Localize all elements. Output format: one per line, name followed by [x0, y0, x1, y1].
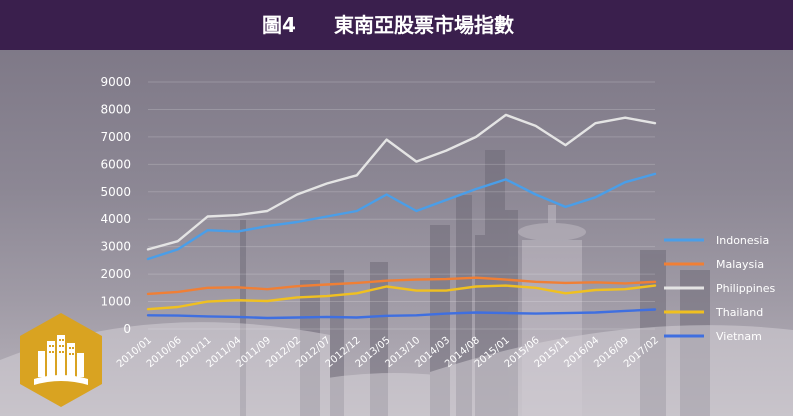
x-axis: 2010/012010/062010/112011/042011/092012/… — [115, 335, 661, 370]
legend-label-thailand: Thailand — [715, 306, 763, 319]
legend: Indonesia Malaysia Philippines Thailand Viet… — [664, 234, 776, 343]
y-tick-label: 3000 — [100, 240, 131, 254]
chart-title: 東南亞股票市場指數 — [334, 13, 514, 37]
y-tick-label: 1000 — [100, 295, 131, 309]
series-line-indonesia — [146, 172, 657, 261]
series-line-vietnam — [146, 308, 657, 320]
y-tick-label: 5000 — [100, 185, 131, 199]
title-bar: 圖4 東南亞股票市場指數 — [0, 0, 793, 50]
y-tick-label: 8000 — [100, 102, 131, 116]
series-line-malaysia — [146, 276, 657, 296]
legend-label-vietnam: Vietnam — [716, 330, 762, 343]
y-tick-label: 9000 — [100, 75, 131, 89]
legend-label-indonesia: Indonesia — [716, 234, 769, 247]
y-tick-label: 2000 — [100, 267, 131, 281]
legend-label-philippines: Philippines — [716, 282, 776, 295]
city-book-icon — [20, 313, 102, 407]
series-line-thailand — [146, 284, 657, 311]
series-line-philippines — [146, 113, 657, 251]
legend-label-malaysia: Malaysia — [716, 258, 764, 271]
plot-area — [146, 113, 657, 320]
y-tick-label: 6000 — [100, 157, 131, 171]
figure-number: 圖4 — [262, 13, 296, 37]
y-axis: 0 1000 2000 3000 4000 5000 6000 7000 8000 9000 — [100, 75, 131, 336]
y-tick-label: 4000 — [100, 212, 131, 226]
y-tick-label: 7000 — [100, 130, 131, 144]
y-tick-label: 0 — [123, 322, 131, 336]
